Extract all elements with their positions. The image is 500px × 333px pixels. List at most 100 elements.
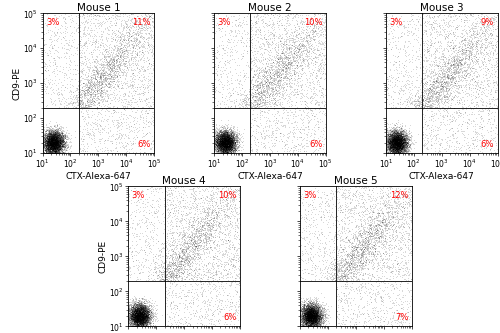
Point xyxy=(395,202,403,208)
Point xyxy=(220,133,228,138)
Point xyxy=(398,141,406,146)
Point xyxy=(212,142,220,148)
Point xyxy=(222,150,230,155)
Point xyxy=(214,142,222,147)
Point xyxy=(137,12,145,18)
Point xyxy=(388,138,396,144)
Point xyxy=(257,93,265,98)
Point xyxy=(313,307,321,312)
Point xyxy=(194,232,202,238)
Point xyxy=(300,300,308,305)
Point xyxy=(140,315,147,320)
Point xyxy=(102,69,110,74)
Point xyxy=(76,89,84,94)
Point xyxy=(137,312,145,317)
Point xyxy=(457,62,465,67)
Point xyxy=(354,231,362,236)
Point xyxy=(301,48,309,53)
Point xyxy=(41,131,49,136)
Point xyxy=(390,146,398,151)
Point xyxy=(122,42,130,47)
Point xyxy=(390,138,398,144)
Point xyxy=(314,305,322,310)
Point xyxy=(132,306,140,312)
Point xyxy=(52,142,60,147)
Point xyxy=(299,318,307,323)
Point xyxy=(310,319,318,324)
Point xyxy=(96,71,104,77)
Point xyxy=(312,310,320,316)
Point xyxy=(438,80,446,85)
Point xyxy=(220,147,228,152)
Point xyxy=(220,131,228,136)
Point xyxy=(42,143,50,149)
Point xyxy=(258,17,266,22)
Point xyxy=(302,306,310,311)
Point xyxy=(54,151,62,156)
Point xyxy=(390,135,398,140)
Point xyxy=(138,310,146,315)
Point xyxy=(135,124,143,129)
Point xyxy=(218,139,226,144)
Point xyxy=(386,274,394,279)
Point xyxy=(398,135,406,141)
Point xyxy=(396,140,404,145)
Point xyxy=(396,144,404,150)
Point xyxy=(394,130,402,135)
Point xyxy=(52,138,60,143)
Point xyxy=(220,138,228,143)
Point xyxy=(51,139,59,144)
Point xyxy=(306,324,314,329)
Point xyxy=(43,142,51,147)
Point xyxy=(54,38,62,44)
Point xyxy=(305,312,313,317)
Point xyxy=(130,313,138,318)
Point xyxy=(176,271,184,276)
Point xyxy=(212,137,220,142)
Point xyxy=(359,283,367,288)
Point xyxy=(45,136,53,142)
Point xyxy=(158,263,166,269)
Point xyxy=(109,107,117,113)
Point xyxy=(319,126,327,131)
Point xyxy=(130,305,138,311)
Point xyxy=(50,137,58,142)
Point xyxy=(124,312,132,317)
Point xyxy=(405,226,413,231)
Point xyxy=(426,86,434,91)
Point xyxy=(395,141,403,147)
Point xyxy=(213,138,221,143)
Point xyxy=(142,36,150,42)
Point xyxy=(224,268,232,274)
Point xyxy=(210,150,218,156)
Point xyxy=(86,97,94,102)
Point xyxy=(396,138,404,143)
Point xyxy=(396,151,404,156)
Point xyxy=(228,138,235,143)
Point xyxy=(141,311,149,316)
Point xyxy=(126,212,134,217)
Point xyxy=(352,319,360,325)
Point xyxy=(50,147,58,153)
Point xyxy=(136,310,143,315)
Point xyxy=(48,142,56,147)
Point xyxy=(400,140,408,146)
Point xyxy=(460,65,468,70)
Point xyxy=(274,52,282,57)
Point xyxy=(172,256,180,261)
Point xyxy=(297,71,305,77)
Point xyxy=(233,289,241,294)
Point xyxy=(53,140,61,145)
Point xyxy=(226,143,234,148)
Point xyxy=(402,147,409,153)
Point xyxy=(397,68,405,73)
Point xyxy=(452,62,460,67)
Point xyxy=(397,144,405,149)
Point xyxy=(389,139,397,144)
Point xyxy=(396,138,404,143)
Point xyxy=(218,138,226,143)
Point xyxy=(258,40,266,45)
Point xyxy=(316,324,324,329)
Point xyxy=(318,200,326,205)
Point xyxy=(59,132,67,138)
